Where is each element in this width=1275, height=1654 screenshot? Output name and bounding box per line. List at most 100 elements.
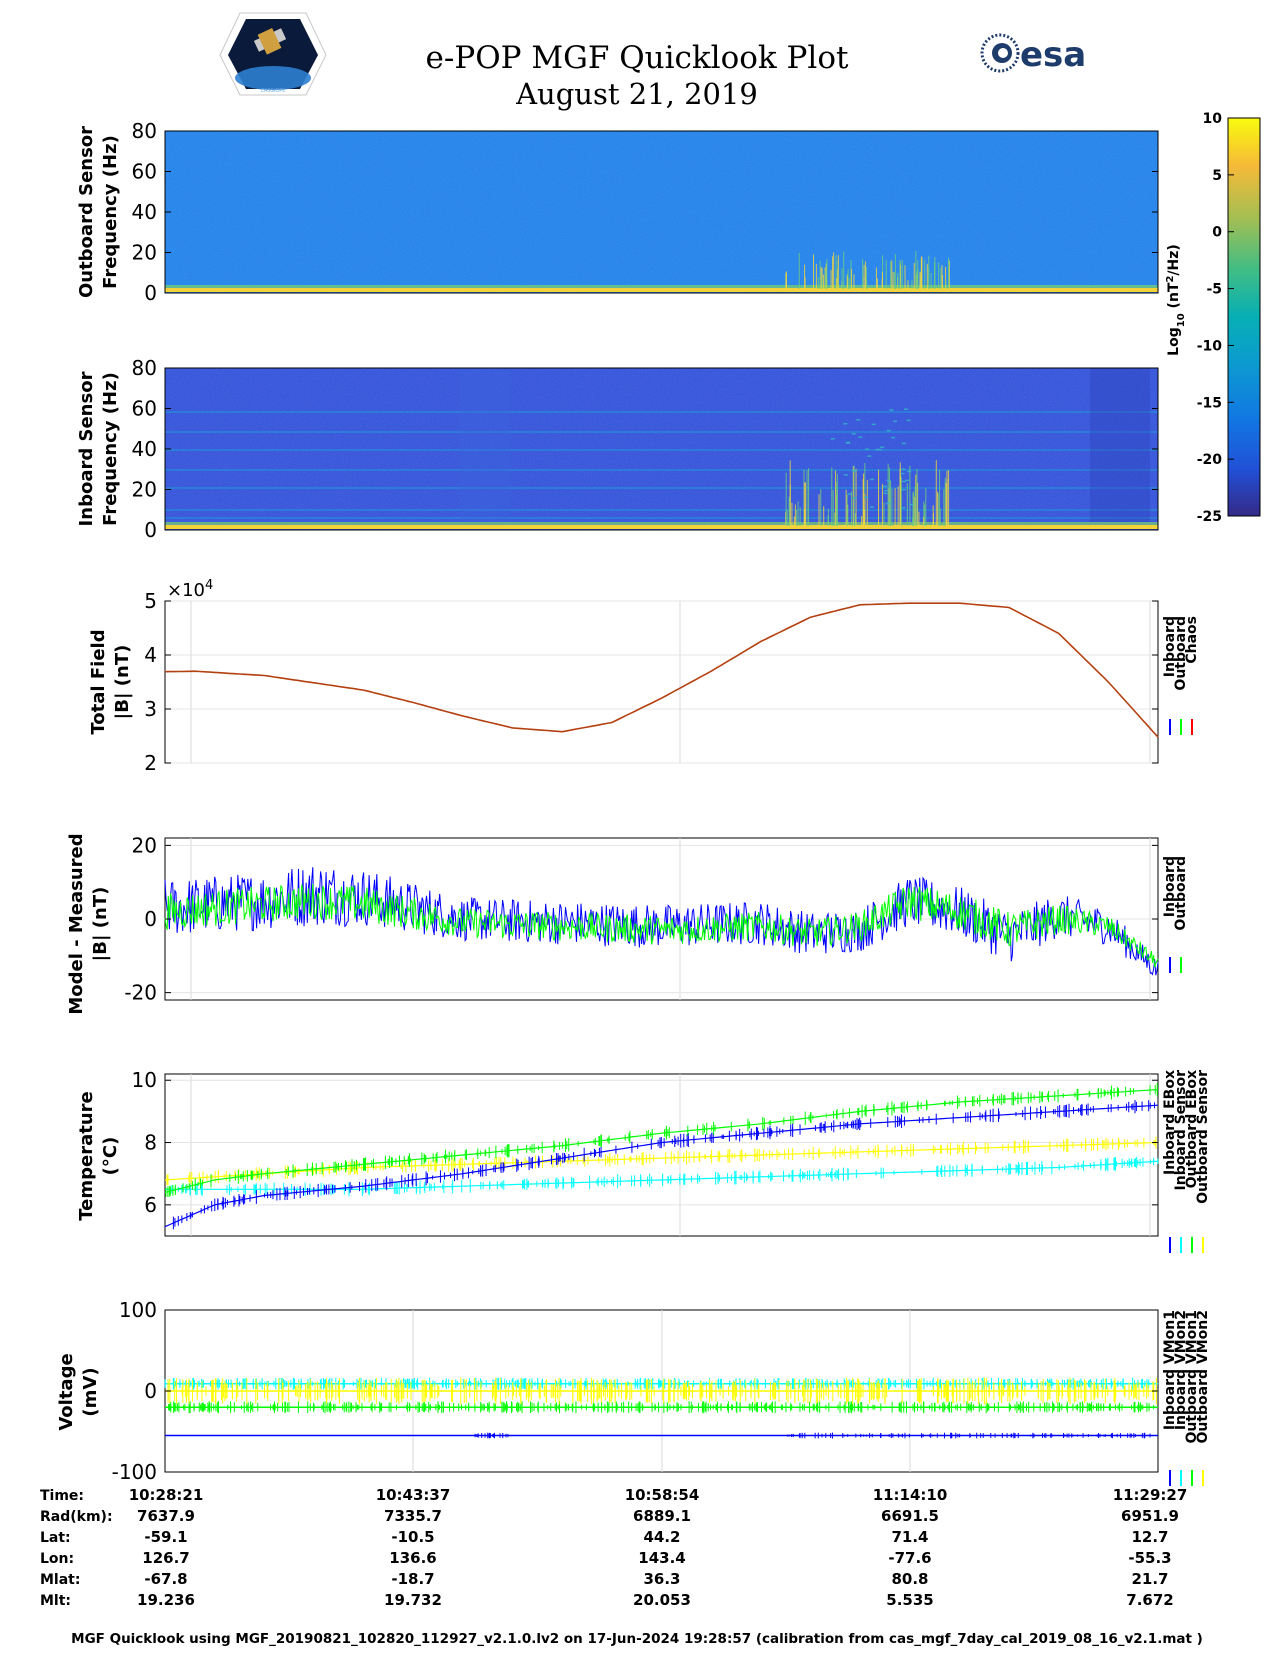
ephemeris-cell: 7637.9: [137, 1507, 195, 1525]
ephemeris-cell: -77.6: [888, 1549, 931, 1567]
legend-label: Inboard: [1162, 616, 1178, 677]
legend-label: Outboard: [1173, 616, 1189, 691]
temperature-ylabel-1: Temperature: [76, 1091, 97, 1220]
legend-label: Outboard: [1173, 856, 1189, 931]
ytick-label: -100: [112, 1460, 157, 1484]
temperature-panel: 10 8 6 Temperature (°C) Inboard EBoxInboar…: [76, 1068, 1211, 1253]
ephemeris-cell: 20.053: [633, 1591, 691, 1609]
model-minus-measured-panel: 20 0 -20 Model - Measured |B| (nT) Inboard…: [66, 833, 1189, 1014]
temperature-yticks: 10 8 6: [132, 1068, 1158, 1217]
voltage-marks: [164, 1377, 1158, 1439]
ytick-label: 0: [144, 281, 157, 305]
ephemeris-cell: 19.236: [137, 1591, 195, 1609]
ephemeris-cell: 7.672: [1126, 1591, 1173, 1609]
ytick-label: 100: [119, 1298, 157, 1322]
ytick-label: 40: [132, 437, 157, 461]
cassiope-logo-text: CASSIOPE: [261, 88, 286, 94]
model-minus-measured-yticks: 20 0 -20: [124, 833, 1158, 1005]
voltage-ylabel-2: (mV): [80, 1367, 101, 1416]
ephemeris-cell: 10:28:21: [129, 1486, 204, 1504]
model-minus-measured-marks: [164, 867, 1159, 976]
ephemeris-cell: 11:14:10: [873, 1486, 948, 1504]
esa-logo: esa: [980, 33, 1086, 75]
ephemeris-row-label: Lon:: [40, 1551, 74, 1567]
ytick-label: 0: [144, 1379, 157, 1403]
ephemeris-cell: 19.732: [384, 1591, 442, 1609]
ephemeris-row-label: Time:: [40, 1488, 84, 1504]
ephemeris-cell: 21.7: [1131, 1570, 1168, 1588]
ephemeris-cell: -55.3: [1128, 1549, 1171, 1567]
ytick-label: 60: [132, 397, 157, 421]
colorbar-tick-label: -25: [1197, 509, 1222, 525]
total-field-ylabel-1: Total Field: [88, 629, 109, 734]
low-frequency-band: [165, 288, 1158, 292]
ephemeris-cell: -67.8: [144, 1570, 187, 1588]
ephemeris-cell: 6951.9: [1121, 1507, 1179, 1525]
legend-label: Outboard VMon1: [1184, 1310, 1200, 1444]
ephemeris-cell: 6889.1: [633, 1507, 691, 1525]
total-field-yticks: 5 4 3 2: [144, 589, 1158, 775]
inboard-spectrogram-yticks: 80 60 40 20 0: [132, 356, 1158, 542]
ytick-label: 20: [132, 241, 157, 265]
temperature-grid: [165, 1074, 1158, 1236]
ephemeris-row-label: Lat:: [40, 1530, 71, 1546]
ytick-label: 10: [132, 1068, 157, 1092]
ephemeris-row-label: Mlt:: [40, 1593, 71, 1609]
ytick-label: 3: [144, 697, 157, 721]
ytick-label: 2: [144, 751, 157, 775]
voltage-panel: 100 0 -100 Voltage (mV) Inboard VMon1Inboa…: [56, 1298, 1211, 1486]
ephemeris-row-label: Mlat:: [40, 1572, 80, 1588]
legend-label: Outboard Sensor: [1195, 1070, 1211, 1204]
ytick-label: 5: [144, 589, 157, 613]
outboard-vmon1-ticks: [168, 1401, 1155, 1414]
ytick-label: 80: [132, 356, 157, 380]
outboard-spectrogram-panel: 80 60 40 20 0 Outboard Sensor Frequency (Hz): [76, 119, 1159, 305]
legend-label: Inboard: [1162, 856, 1178, 917]
ephemeris-cell: 143.4: [638, 1549, 685, 1567]
ytick-label: 40: [132, 200, 157, 224]
colorbar-tick-label: -20: [1197, 452, 1223, 468]
page-date: August 21, 2019: [515, 77, 758, 111]
outboard-spectrogram-marks: [165, 251, 1158, 292]
inboard-sensor-series-ticks: [172, 1099, 1156, 1230]
outboard-spectrogram-noise: [165, 131, 1158, 293]
voltage-ylabel-1: Voltage: [56, 1353, 77, 1430]
temperature-ylabel-2: (°C): [100, 1137, 121, 1176]
legend-label: Inboard EBox: [1162, 1070, 1178, 1175]
page-title: e-POP MGF Quicklook Plot: [426, 40, 849, 76]
colorbar-tick-label: -10: [1197, 338, 1223, 354]
ytick-label: 20: [132, 833, 157, 857]
total-field-marks: [164, 602, 1159, 738]
outboard-spectrogram-yticks: 80 60 40 20 0: [132, 119, 1158, 305]
ephemeris-cell: 136.6: [389, 1549, 436, 1567]
total-field-grid: [165, 600, 1158, 764]
ytick-label: -20: [124, 981, 157, 1005]
ytick-label: 8: [144, 1131, 157, 1155]
ephemeris-cell: 80.8: [891, 1570, 928, 1588]
colorbar-gradient: [1227, 117, 1261, 517]
cassiope-logo: CASSIOPE: [219, 12, 327, 96]
inboard-spectrogram-marks: [165, 368, 1158, 529]
model-minus-measured-ylabel-2: |B| (nT): [90, 887, 111, 962]
ephemeris-cell: 12.7: [1131, 1528, 1168, 1546]
legend-label: Outboard VMon2: [1195, 1310, 1211, 1444]
ephemeris-cell: 10:58:54: [625, 1486, 700, 1504]
ytick-label: 6: [144, 1193, 157, 1217]
colorbar-tick-label: -15: [1197, 395, 1222, 411]
inboard-vmon1-ticks: [474, 1432, 1151, 1439]
outboard-spectrogram-ylabel-1: Outboard Sensor: [76, 126, 97, 298]
spectral-patch: [460, 368, 510, 522]
low-frequency-band: [165, 285, 1158, 288]
inboard-ebox-series-ticks: [165, 1082, 1158, 1197]
temperature-marks: [164, 1082, 1159, 1230]
legend-label: Inboard Sensor: [1173, 1070, 1189, 1191]
total-field-multiplier: ×104: [167, 578, 213, 602]
inboard-spectrogram-panel: 80 60 40 20 0 Inboard Sensor Frequency (Hz): [76, 356, 1159, 542]
ephemeris-cell: 36.3: [643, 1570, 680, 1588]
ephemeris-cell: 7335.7: [384, 1507, 442, 1525]
colorbar-tick-label: 10: [1203, 111, 1223, 127]
